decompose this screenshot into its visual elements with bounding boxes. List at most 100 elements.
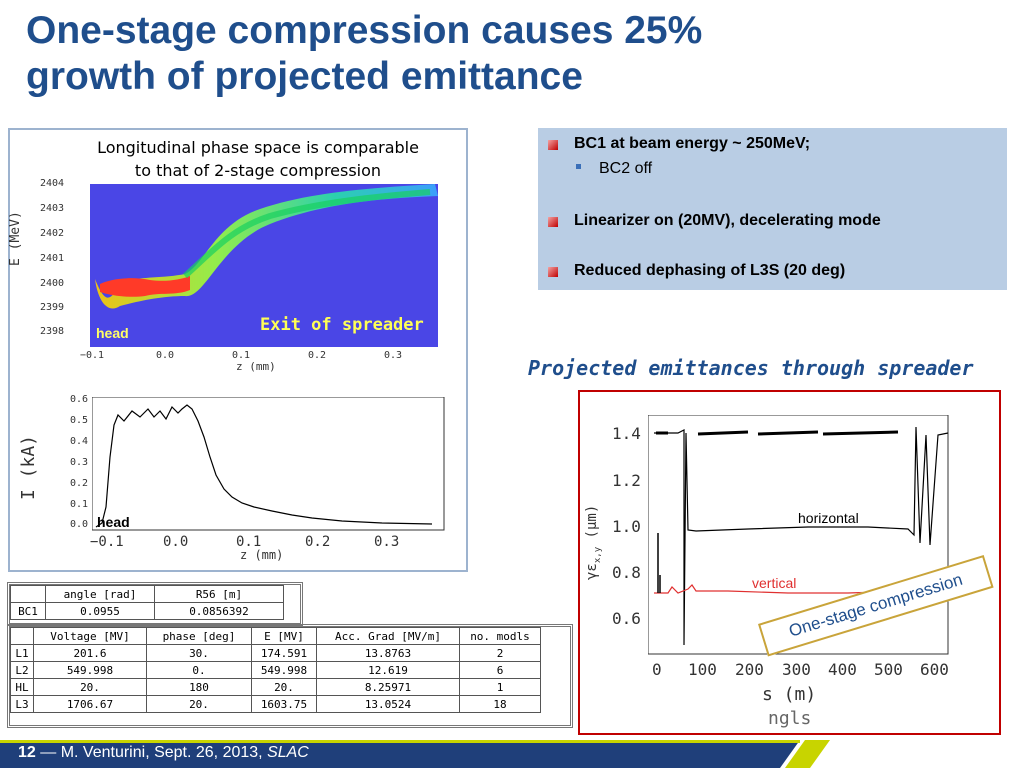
slide-title: One-stage compression causes 25% growth …: [26, 8, 1006, 100]
phase-space-svg: [95, 184, 438, 309]
emit-xtick: 0: [652, 660, 662, 679]
bottom-ytick: 0.2: [70, 478, 89, 489]
table-header-cell: no. modls: [459, 627, 541, 645]
table-cell: 180: [146, 678, 252, 696]
panel-caption: Longitudinal phase space is comparable t…: [58, 136, 458, 182]
table-cell: 12.619: [316, 661, 460, 679]
emittance-title: Projected emittances through spreader: [528, 356, 974, 380]
emit-ytick: 0.6: [612, 609, 641, 628]
top-ytick: 2399: [40, 302, 65, 313]
table-row: HL 20. 180 20. 8.25971 1: [10, 678, 541, 696]
phase-space-heatmap: [90, 184, 438, 347]
bottom-ytick: 0.5: [70, 415, 89, 426]
current-profile-curve: [95, 404, 433, 528]
top-ytick: 2403: [40, 203, 65, 214]
table-cell: 0.0955: [45, 602, 155, 620]
sub-bullet-icon: [576, 164, 581, 169]
vertical-emittance-spike: [657, 533, 661, 593]
table-cell: 20.: [146, 695, 252, 713]
footer-text: 12 — M. Venturini, Sept. 26, 2013, SLAC: [18, 744, 309, 762]
bottom-xtick: 0.1: [236, 534, 262, 550]
bottom-xtick: 0.3: [374, 534, 400, 550]
title-line-1: One-stage compression causes 25%: [26, 9, 703, 52]
top-ytick: 2398: [40, 326, 65, 337]
caption-line-2: to that of 2-stage compression: [134, 161, 382, 180]
emit-ylabel: γεx,y (μm): [584, 505, 603, 580]
table-header-cell: [10, 627, 34, 645]
table-cell: L3: [10, 695, 34, 713]
emit-xtick: 100: [688, 660, 717, 679]
bottom-ytick: 0.1: [70, 499, 89, 510]
emit-ytick: 0.8: [612, 563, 641, 582]
table-cell: 18: [459, 695, 541, 713]
table-cell: 8.25971: [316, 678, 460, 696]
emit-xtick: 200: [735, 660, 764, 679]
title-line-2: growth of projected emittance: [26, 55, 583, 98]
footer-author: M. Venturini, Sept. 26, 2013,: [60, 744, 263, 761]
table-header-cell: phase [deg]: [146, 627, 252, 645]
emit-xtick: 400: [828, 660, 857, 679]
table-row: L2 549.998 0. 549.998 12.619 6: [10, 661, 541, 679]
table-header-row: Voltage [MV] phase [deg] E [MV] Acc. Gra…: [10, 627, 541, 645]
phase-space-band-outer: [95, 184, 438, 309]
caption-line-1: Longitudinal phase space is comparable: [97, 138, 419, 157]
exit-of-spreader-label: Exit of spreader: [260, 315, 424, 335]
bottom-xtick: 0.0: [163, 534, 189, 550]
emit-xlabel: s (m): [762, 684, 817, 705]
table-cell: 30.: [146, 644, 252, 662]
horizontal-emittance-line: [654, 426, 949, 646]
table-cell: 1706.67: [33, 695, 147, 713]
top-ytick: 2402: [40, 228, 65, 239]
footer-dash: —: [40, 744, 57, 761]
footer-top-line: [0, 740, 800, 743]
horizontal-emittance-noise: [656, 430, 899, 436]
bullet-bc1: BC1 at beam energy ~ 250MeV;: [574, 135, 811, 152]
footer-accent: [785, 740, 830, 768]
table-cell: L2: [10, 661, 34, 679]
table-cell: 13.8763: [316, 644, 460, 662]
top-xtick: −0.1: [80, 350, 105, 361]
table-header-cell: angle [rad]: [45, 585, 155, 603]
bottom-xtick: −0.1: [90, 534, 124, 550]
emit-ylabel-unit: (μm): [584, 504, 600, 539]
current-profile-plot: [92, 397, 445, 531]
table-header-cell: Voltage [MV]: [33, 627, 147, 645]
linac-table-frame: [7, 624, 573, 728]
table-cell: 6: [459, 661, 541, 679]
top-ytick: 2400: [40, 278, 65, 289]
top-xtick: 0.2: [308, 350, 327, 361]
head-label-bottom: head: [97, 514, 130, 530]
bullet-linearizer: Linearizer on (20MV), decelerating mode: [574, 212, 881, 229]
emit-xtick: 300: [782, 660, 811, 679]
top-xlabel: z (mm): [236, 360, 276, 373]
table-cell: 0.0856392: [154, 602, 284, 620]
top-ytick: 2404: [40, 178, 65, 189]
table-header-cell: R56 [m]: [154, 585, 284, 603]
footer-bar-bg: [0, 740, 800, 768]
table-header-row: angle [rad] R56 [m]: [10, 585, 284, 603]
horizontal-series-label: horizontal: [798, 510, 859, 526]
table-header-cell: [10, 585, 46, 603]
table-cell: 2: [459, 644, 541, 662]
bottom-ytick: 0.0: [70, 519, 89, 530]
footer-org: SLAC: [267, 744, 309, 761]
emit-ylabel-sub: x,y: [592, 546, 603, 564]
bottom-xtick: 0.2: [305, 534, 331, 550]
table-cell: L1: [10, 644, 34, 662]
bottom-xlabel: z (mm): [240, 548, 284, 562]
bottom-ytick: 0.4: [70, 436, 89, 447]
table-header-cell: E [MV]: [251, 627, 317, 645]
table-cell: 1: [459, 678, 541, 696]
emit-xtick: 500: [874, 660, 903, 679]
table-cell: 1603.75: [251, 695, 317, 713]
emit-ytick: 1.0: [612, 517, 641, 536]
head-label-top: head: [96, 325, 129, 341]
emit-xtick: 600: [920, 660, 949, 679]
emit-ylabel-symbol: γε: [584, 563, 600, 580]
table-cell: 549.998: [33, 661, 147, 679]
table-cell: BC1: [10, 602, 46, 620]
phase-space-core: [100, 276, 190, 297]
table-cell: 549.998: [251, 661, 317, 679]
top-ytick: 2401: [40, 253, 65, 264]
table-cell: 0.: [146, 661, 252, 679]
